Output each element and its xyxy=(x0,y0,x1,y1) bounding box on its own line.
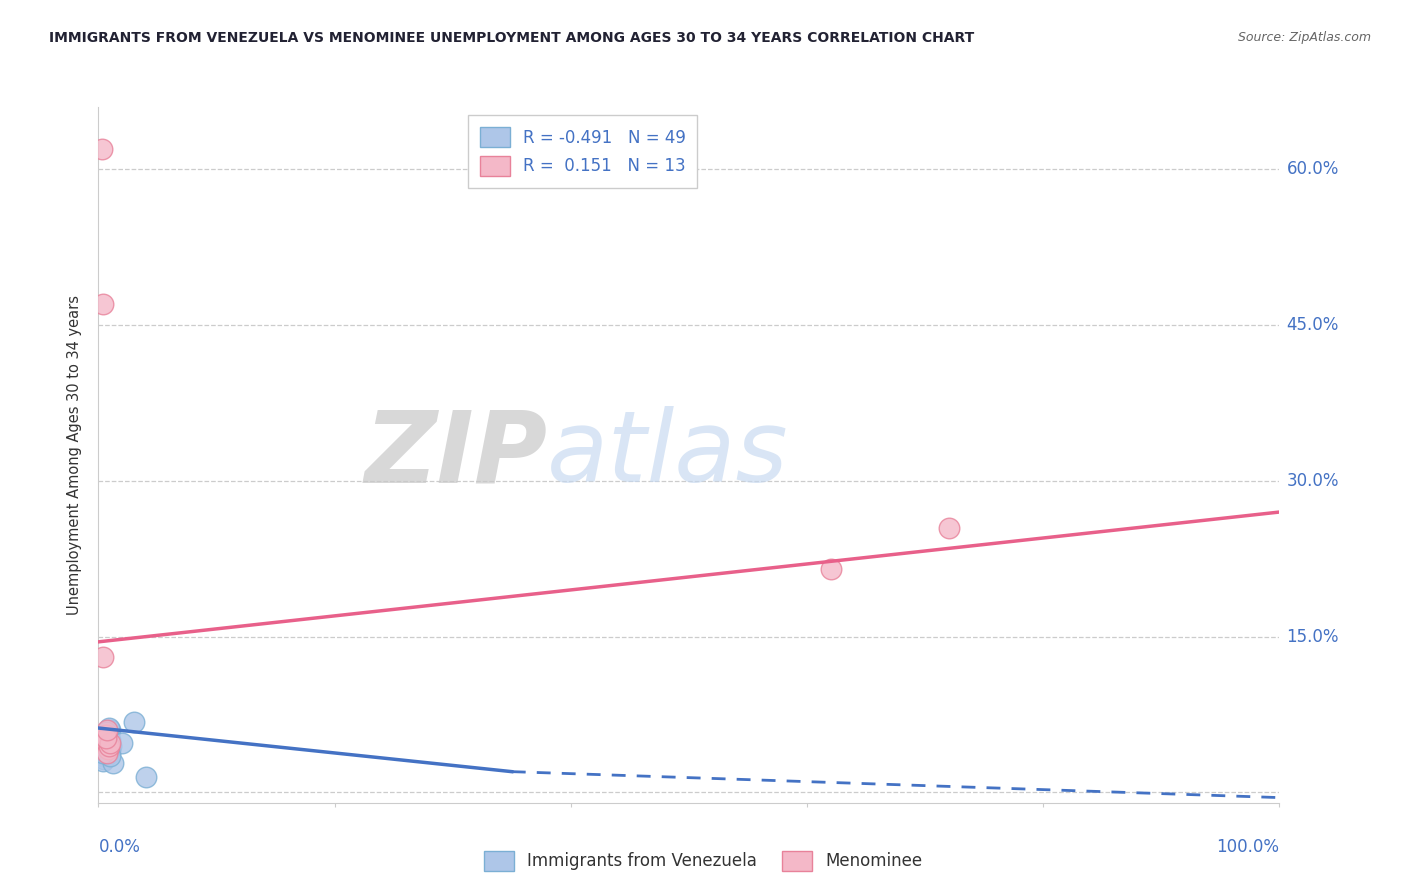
Point xyxy=(91,749,114,764)
Point xyxy=(98,735,121,749)
Point xyxy=(94,733,117,747)
Point xyxy=(93,735,115,749)
Point xyxy=(94,731,117,746)
Point xyxy=(96,744,118,758)
Text: 45.0%: 45.0% xyxy=(1286,316,1339,334)
Text: Source: ZipAtlas.com: Source: ZipAtlas.com xyxy=(1237,31,1371,45)
Point xyxy=(91,746,114,760)
Point xyxy=(96,735,118,749)
Text: 30.0%: 30.0% xyxy=(1286,472,1339,490)
Point xyxy=(94,749,117,764)
Point xyxy=(938,520,960,534)
Point xyxy=(97,731,120,746)
Point xyxy=(94,728,117,742)
Point xyxy=(97,741,120,756)
Point xyxy=(111,735,134,749)
Text: IMMIGRANTS FROM VENEZUELA VS MENOMINEE UNEMPLOYMENT AMONG AGES 30 TO 34 YEARS CO: IMMIGRANTS FROM VENEZUELA VS MENOMINEE U… xyxy=(49,31,974,45)
Point xyxy=(94,735,117,749)
Point xyxy=(96,746,118,760)
Text: 60.0%: 60.0% xyxy=(1286,161,1339,178)
Point xyxy=(98,741,121,756)
Point xyxy=(100,739,122,753)
Point xyxy=(93,752,115,766)
Point xyxy=(91,142,114,156)
Point xyxy=(98,733,121,747)
Point xyxy=(91,297,114,311)
Point xyxy=(97,728,120,742)
Text: 15.0%: 15.0% xyxy=(1286,628,1339,646)
Point xyxy=(91,754,114,768)
Text: ZIP: ZIP xyxy=(364,407,547,503)
Point xyxy=(98,739,121,753)
Point xyxy=(98,723,121,738)
Point xyxy=(98,744,121,758)
Point xyxy=(97,739,120,753)
Point xyxy=(94,739,117,753)
Text: 0.0%: 0.0% xyxy=(98,838,141,856)
Point xyxy=(93,733,115,747)
Point xyxy=(101,756,124,771)
Point xyxy=(96,741,118,756)
Point xyxy=(93,744,115,758)
Point xyxy=(98,739,121,753)
Point xyxy=(98,733,121,747)
Point xyxy=(93,733,115,747)
Point xyxy=(98,744,121,758)
Point xyxy=(98,749,121,764)
Point xyxy=(91,744,114,758)
Point xyxy=(122,714,145,729)
Point xyxy=(94,728,117,742)
Point xyxy=(94,731,117,746)
Point xyxy=(135,770,157,784)
Legend: R = -0.491   N = 49, R =  0.151   N = 13: R = -0.491 N = 49, R = 0.151 N = 13 xyxy=(468,115,697,187)
Point xyxy=(97,739,120,753)
Text: 100.0%: 100.0% xyxy=(1216,838,1279,856)
Point xyxy=(96,739,118,753)
Point xyxy=(96,741,118,756)
Point xyxy=(94,746,117,760)
Point xyxy=(97,741,120,756)
Text: atlas: atlas xyxy=(547,407,789,503)
Point xyxy=(98,746,121,760)
Point xyxy=(94,725,117,739)
Y-axis label: Unemployment Among Ages 30 to 34 years: Unemployment Among Ages 30 to 34 years xyxy=(67,295,83,615)
Point xyxy=(93,728,115,742)
Legend: Immigrants from Venezuela, Menominee: Immigrants from Venezuela, Menominee xyxy=(475,842,931,880)
Point xyxy=(97,725,120,739)
Point xyxy=(96,733,118,747)
Point xyxy=(91,650,114,665)
Point xyxy=(93,728,115,742)
Point xyxy=(98,741,121,756)
Point xyxy=(97,735,120,749)
Point xyxy=(98,746,121,760)
Point xyxy=(820,562,842,576)
Point xyxy=(98,721,121,735)
Point xyxy=(96,728,118,742)
Point xyxy=(96,723,118,738)
